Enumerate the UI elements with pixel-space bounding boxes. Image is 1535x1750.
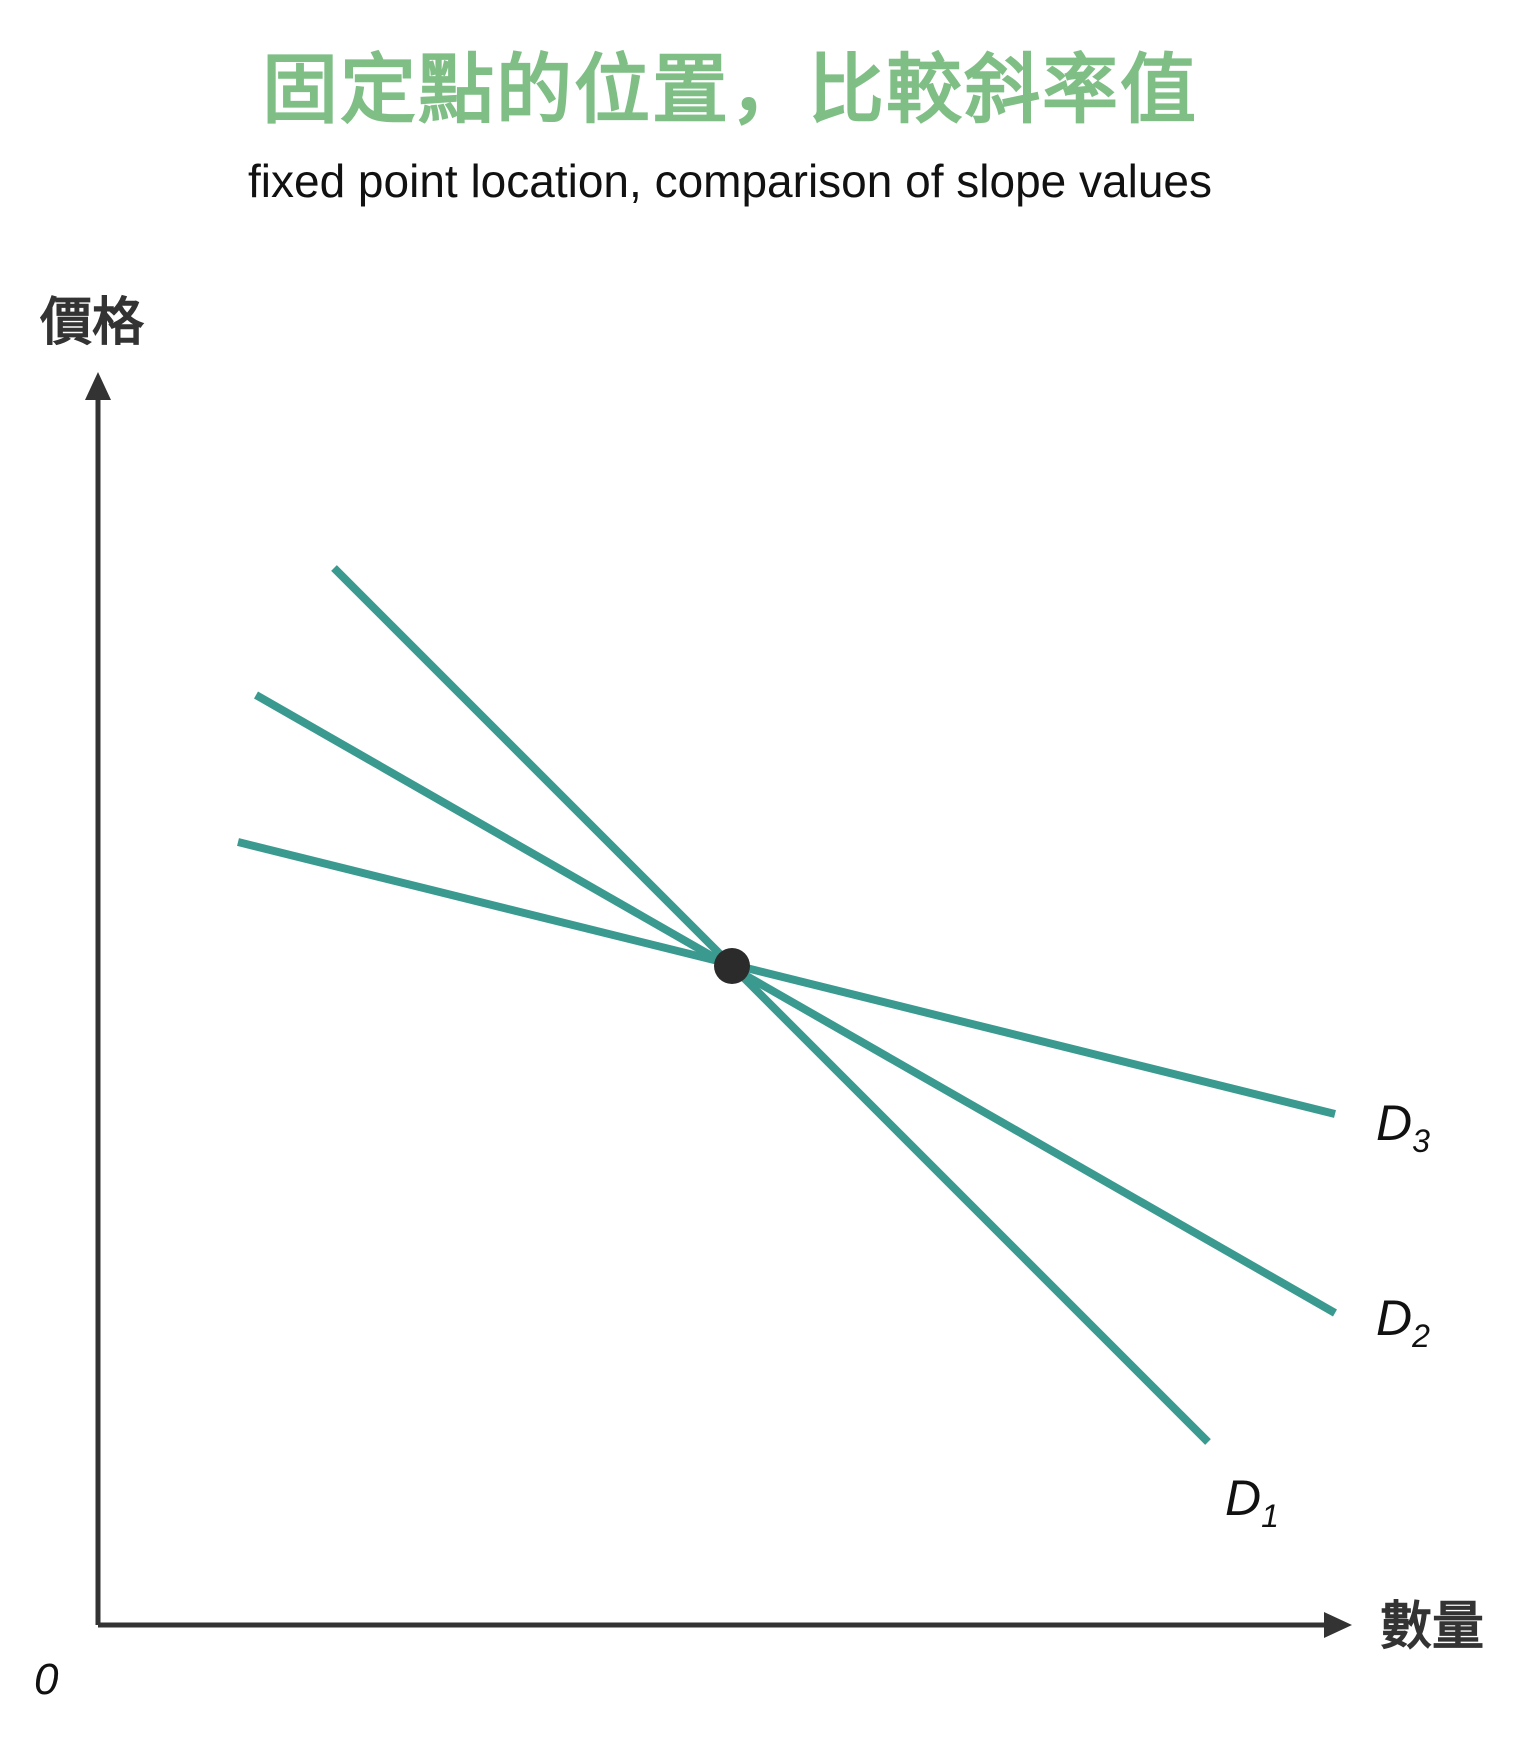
curve-label-d2: D2 (1376, 1290, 1430, 1354)
curve-label-d1-sub: 1 (1261, 1498, 1279, 1534)
curve-label-d2-sub: 2 (1411, 1318, 1430, 1354)
demand-curve-d1 (334, 568, 1208, 1442)
curve-label-d1: D1 (1225, 1470, 1279, 1534)
curve-label-d3-sub: 3 (1412, 1123, 1430, 1159)
x-axis-arrowhead (1324, 1612, 1352, 1638)
y-axis-arrowhead (85, 372, 111, 400)
curve-label-d1-base: D (1225, 1470, 1261, 1526)
curve-label-d3-base: D (1376, 1095, 1412, 1151)
demand-curve-d2 (256, 695, 1335, 1313)
curve-label-d3: D3 (1376, 1095, 1430, 1159)
x-axis-label: 數量 (1380, 1597, 1484, 1657)
demand-curve-d3 (238, 842, 1335, 1114)
fixed-point (714, 948, 750, 984)
y-axis-label: 價格 (39, 293, 145, 353)
origin-label: 0 (34, 1655, 59, 1704)
curve-label-d2-base: D (1376, 1290, 1412, 1346)
